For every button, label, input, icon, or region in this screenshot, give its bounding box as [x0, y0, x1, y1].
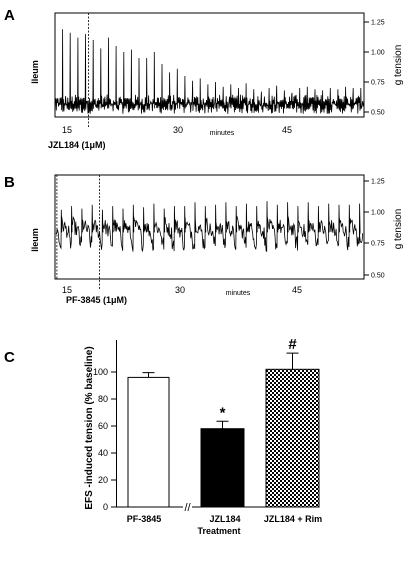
- significance-star: *: [220, 404, 226, 421]
- category-label-pf-3845: PF-3845: [127, 514, 162, 524]
- bar-pf-3845: [127, 376, 170, 508]
- panel-b-xtick-label: 45: [292, 285, 302, 295]
- panel-a-right-label: g tension: [393, 45, 404, 86]
- panel-b-trace-line: [55, 201, 364, 253]
- panel-a: A Ileum 1.25 1.00 0.75 0.50 g tension 15…: [4, 7, 404, 150]
- category-label-jzl184-rim: JZL184 + Rim: [264, 514, 322, 524]
- panel-c-ytick-label: 40: [98, 448, 108, 458]
- panel-a-ytick-label: 0.75: [371, 80, 385, 87]
- panel-c-ylabel: EFS -induced tension (% baseline): [84, 346, 95, 509]
- panel-b-xtick-label: 30: [175, 285, 185, 295]
- panel-b-drug-label: PF-3845 (1μM): [66, 295, 127, 305]
- panel-c-ytick-label: 80: [98, 394, 108, 404]
- panel-c-bars: [127, 368, 320, 508]
- bar-jzl184: [200, 428, 245, 508]
- error-bar-jzl184-rim: [286, 352, 299, 370]
- panel-a-ytick-label: 0.50: [371, 110, 385, 117]
- panel-b-ytick-label: 0.50: [371, 273, 385, 280]
- panel-c-letter: C: [4, 349, 15, 366]
- bar-jzl184-rim: [265, 368, 320, 508]
- panel-a-trace: [55, 29, 365, 114]
- panel-b: B Ileum 1.25 1.00 0.75 0.50 g tension 15…: [4, 174, 404, 305]
- panel-b-ylabel: Ileum: [30, 228, 40, 252]
- panel-a-xlabel: minutes: [210, 130, 235, 137]
- panel-a-xtick-label: 15: [62, 125, 72, 135]
- panel-c-axis-break: //: [184, 502, 191, 514]
- panel-c-ytick-label: 0: [103, 502, 108, 512]
- panel-a-ytick-label: 1.00: [371, 50, 385, 57]
- panel-b-right-label: g tension: [393, 209, 404, 250]
- panel-a-xtick-label: 30: [173, 125, 183, 135]
- panel-b-xtick-label: 15: [62, 285, 72, 295]
- panel-c-xlabel: Treatment: [197, 526, 240, 536]
- error-bar-pf-3845: [142, 372, 155, 378]
- category-label-jzl184: JZL184: [209, 514, 240, 524]
- panel-b-ytick-label: 1.25: [371, 179, 385, 186]
- panel-b-ytick-label: 1.00: [371, 210, 385, 217]
- panel-c-ytick-label: 20: [98, 475, 108, 485]
- panel-b-frame: [54, 174, 365, 280]
- panel-b-letter: B: [4, 174, 15, 191]
- panel-b-trace: [55, 201, 364, 253]
- panel-a-letter: A: [4, 7, 15, 24]
- panel-a-ylabel: Ileum: [30, 60, 40, 84]
- panel-a-xtick-label: 45: [282, 125, 292, 135]
- error-bar-jzl184: [216, 420, 229, 429]
- panel-c: C EFS -induced tension (% baseline) 0 20…: [4, 336, 322, 536]
- panel-a-trace-line: [55, 29, 365, 114]
- panel-a-drug-label: JZL184 (1μM): [48, 140, 106, 150]
- panel-c-error-bars: [142, 352, 299, 429]
- panel-c-ytick-label: 100: [93, 367, 108, 377]
- panel-c-ytick-label: 60: [98, 421, 108, 431]
- panel-c-y-ticks: 0 20 40 60 80 100: [93, 367, 117, 512]
- significance-hash: #: [288, 336, 297, 353]
- panel-a-frame: [54, 12, 365, 118]
- panel-b-xlabel: minutes: [226, 290, 251, 297]
- panel-b-ytick-label: 0.75: [371, 241, 385, 248]
- panel-a-ytick-label: 1.25: [371, 20, 385, 27]
